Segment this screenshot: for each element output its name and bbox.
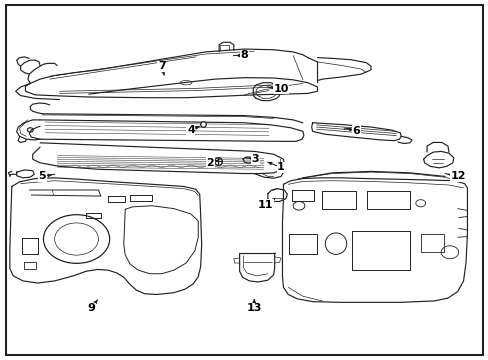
Text: 10: 10 [273, 84, 288, 94]
Text: 2: 2 [206, 158, 214, 168]
Text: 7: 7 [158, 61, 165, 71]
Text: 1: 1 [277, 162, 285, 172]
Text: 4: 4 [186, 125, 195, 135]
Text: 6: 6 [352, 126, 360, 136]
Text: 8: 8 [240, 50, 248, 60]
Text: 12: 12 [450, 171, 466, 181]
Text: 3: 3 [251, 154, 259, 164]
Text: 11: 11 [257, 200, 273, 210]
Text: 13: 13 [246, 303, 262, 313]
Text: 5: 5 [39, 171, 46, 181]
Text: 9: 9 [87, 303, 95, 313]
